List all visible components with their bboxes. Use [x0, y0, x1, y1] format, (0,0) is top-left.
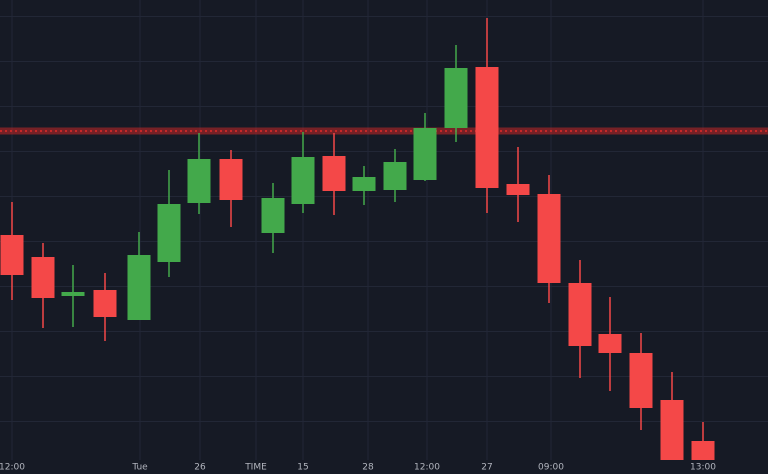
candle-body — [352, 177, 376, 191]
candle-body — [568, 283, 592, 346]
candle-body — [219, 159, 243, 200]
candle-body — [157, 204, 181, 262]
candle-body — [93, 290, 117, 317]
candle-body — [629, 353, 653, 408]
candle-body — [322, 156, 346, 191]
x-tick-label: Tue — [131, 463, 148, 473]
candle-body — [691, 441, 715, 460]
time-axis-band — [0, 460, 768, 474]
candle-body — [61, 292, 85, 296]
candle-body — [0, 235, 24, 275]
candle-body — [444, 68, 468, 128]
candle-body — [660, 400, 684, 460]
candle-body — [413, 128, 437, 180]
x-tick-label: 09:00 — [538, 463, 564, 473]
candle-body — [537, 194, 561, 283]
candle-body — [187, 159, 211, 203]
candle-body — [261, 198, 285, 233]
candle-body — [383, 162, 407, 190]
x-tick-label: TIME — [244, 463, 267, 473]
candle-body — [31, 257, 55, 298]
x-tick-label: 28 — [362, 463, 374, 473]
x-tick-label: 12:00 — [414, 463, 440, 473]
candle-body — [598, 334, 622, 353]
candle-body — [506, 184, 530, 195]
candle-body — [127, 255, 151, 320]
x-tick-label: 12:00 — [0, 463, 25, 473]
candle-body — [475, 67, 499, 188]
x-tick-label: 26 — [194, 463, 206, 473]
candle-body — [291, 157, 315, 204]
x-tick-label: 27 — [481, 463, 492, 473]
x-tick-label: 15 — [297, 463, 308, 473]
x-tick-label: 13:00 — [690, 463, 716, 473]
